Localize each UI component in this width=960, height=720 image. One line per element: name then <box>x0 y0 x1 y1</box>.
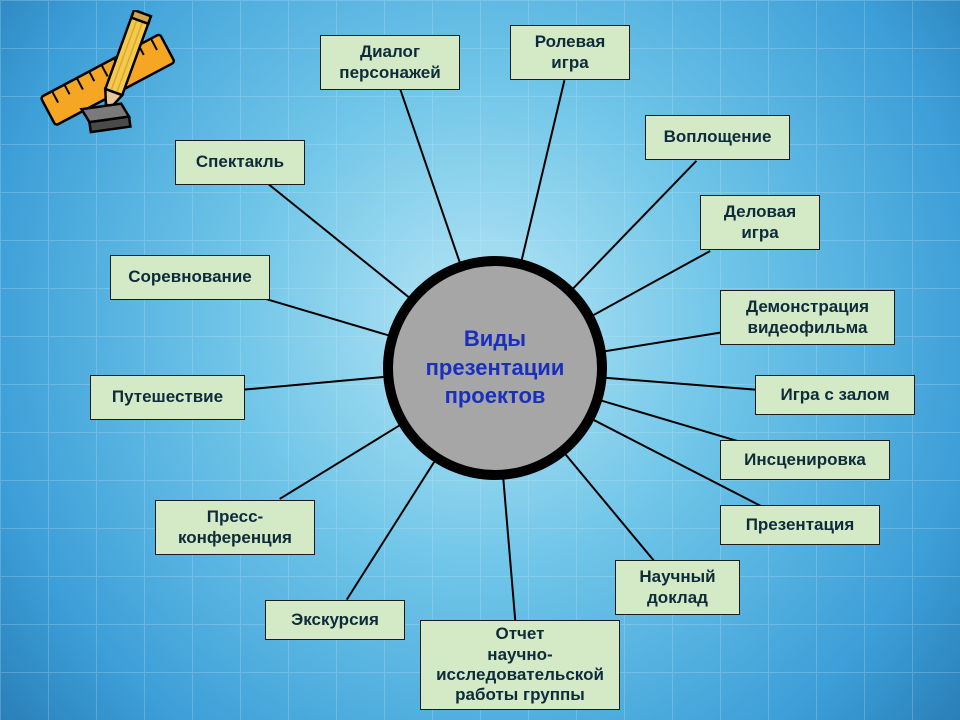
node-voploshenie: Воплощение <box>645 115 790 160</box>
node-otchet: Отчет научно- исследовательской работы г… <box>420 620 620 710</box>
node-delovaya: Деловая игра <box>700 195 820 250</box>
node-press: Пресс- конференция <box>155 500 315 555</box>
diagram-stage: Виды презентации проектов Диалог персонаж… <box>0 0 960 720</box>
node-excursion: Экскурсия <box>265 600 405 640</box>
node-dialog: Диалог персонажей <box>320 35 460 90</box>
node-prezent: Презентация <box>720 505 880 545</box>
clipart-ruler-pencil <box>35 10 215 155</box>
node-roleplay: Ролевая игра <box>510 25 630 80</box>
node-doklad: Научный доклад <box>615 560 740 615</box>
node-travel: Путешествие <box>90 375 245 420</box>
center-hub: Виды презентации проектов <box>383 256 607 480</box>
node-demovideo: Демонстрация видеофильма <box>720 290 895 345</box>
node-competition: Соревнование <box>110 255 270 300</box>
node-inscen: Инсценировка <box>720 440 890 480</box>
node-igrazal: Игра с залом <box>755 375 915 415</box>
center-title: Виды презентации проектов <box>426 325 565 411</box>
